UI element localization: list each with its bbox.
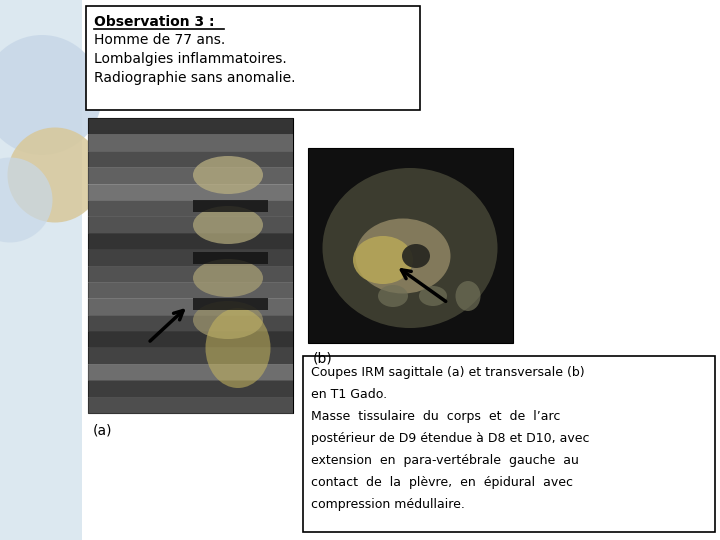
Bar (88, 200, 293, 217)
Text: Radiographie sans anomalie.: Radiographie sans anomalie. (94, 71, 295, 85)
Ellipse shape (378, 285, 408, 307)
Ellipse shape (402, 244, 430, 268)
Text: (b): (b) (313, 351, 333, 365)
Bar (88, 282, 293, 299)
Bar (0, 0, 82, 540)
Bar (88, 118, 293, 413)
Text: postérieur de D9 étendue à D8 et D10, avec: postérieur de D9 étendue à D8 et D10, av… (311, 432, 590, 445)
Ellipse shape (205, 308, 271, 388)
Ellipse shape (193, 156, 263, 194)
Ellipse shape (456, 281, 480, 311)
Ellipse shape (353, 236, 413, 284)
Ellipse shape (0, 35, 102, 155)
Ellipse shape (193, 259, 263, 297)
Ellipse shape (0, 158, 53, 242)
Ellipse shape (193, 301, 263, 339)
Text: compression médullaire.: compression médullaire. (311, 498, 465, 511)
Bar (193, 298, 268, 310)
Bar (88, 233, 293, 250)
Text: en T1 Gado.: en T1 Gado. (311, 388, 387, 401)
Bar (88, 396, 293, 414)
Bar (88, 380, 293, 397)
Ellipse shape (356, 219, 451, 294)
Bar (88, 249, 293, 267)
Text: contact  de  la  plèvre,  en  épidural  avec: contact de la plèvre, en épidural avec (311, 476, 573, 489)
Bar (88, 331, 293, 348)
FancyBboxPatch shape (86, 6, 420, 110)
Bar (308, 148, 513, 343)
Bar (88, 184, 293, 201)
FancyBboxPatch shape (303, 356, 715, 532)
Text: Lombalgies inflammatoires.: Lombalgies inflammatoires. (94, 52, 287, 66)
Bar (88, 167, 293, 185)
Text: (a): (a) (93, 423, 112, 437)
Text: Coupes IRM sagittale (a) et transversale (b): Coupes IRM sagittale (a) et transversale… (311, 366, 585, 379)
Bar (193, 200, 268, 212)
Bar (88, 347, 293, 365)
Text: Masse  tissulaire  du  corps  et  de  l’arc: Masse tissulaire du corps et de l’arc (311, 410, 560, 423)
Bar (88, 298, 293, 316)
Bar (88, 364, 293, 381)
Text: Observation 3 :: Observation 3 : (94, 15, 215, 29)
Text: Homme de 77 ans.: Homme de 77 ans. (94, 33, 225, 47)
Bar (88, 151, 293, 168)
Bar (88, 217, 293, 234)
Bar (88, 118, 293, 136)
Ellipse shape (7, 127, 102, 222)
Ellipse shape (419, 286, 447, 306)
Bar (193, 252, 268, 264)
Ellipse shape (193, 206, 263, 244)
Bar (88, 266, 293, 283)
Ellipse shape (323, 168, 498, 328)
Text: extension  en  para-vertébrale  gauche  au: extension en para-vertébrale gauche au (311, 454, 579, 467)
Bar (88, 315, 293, 332)
Bar (88, 134, 293, 152)
